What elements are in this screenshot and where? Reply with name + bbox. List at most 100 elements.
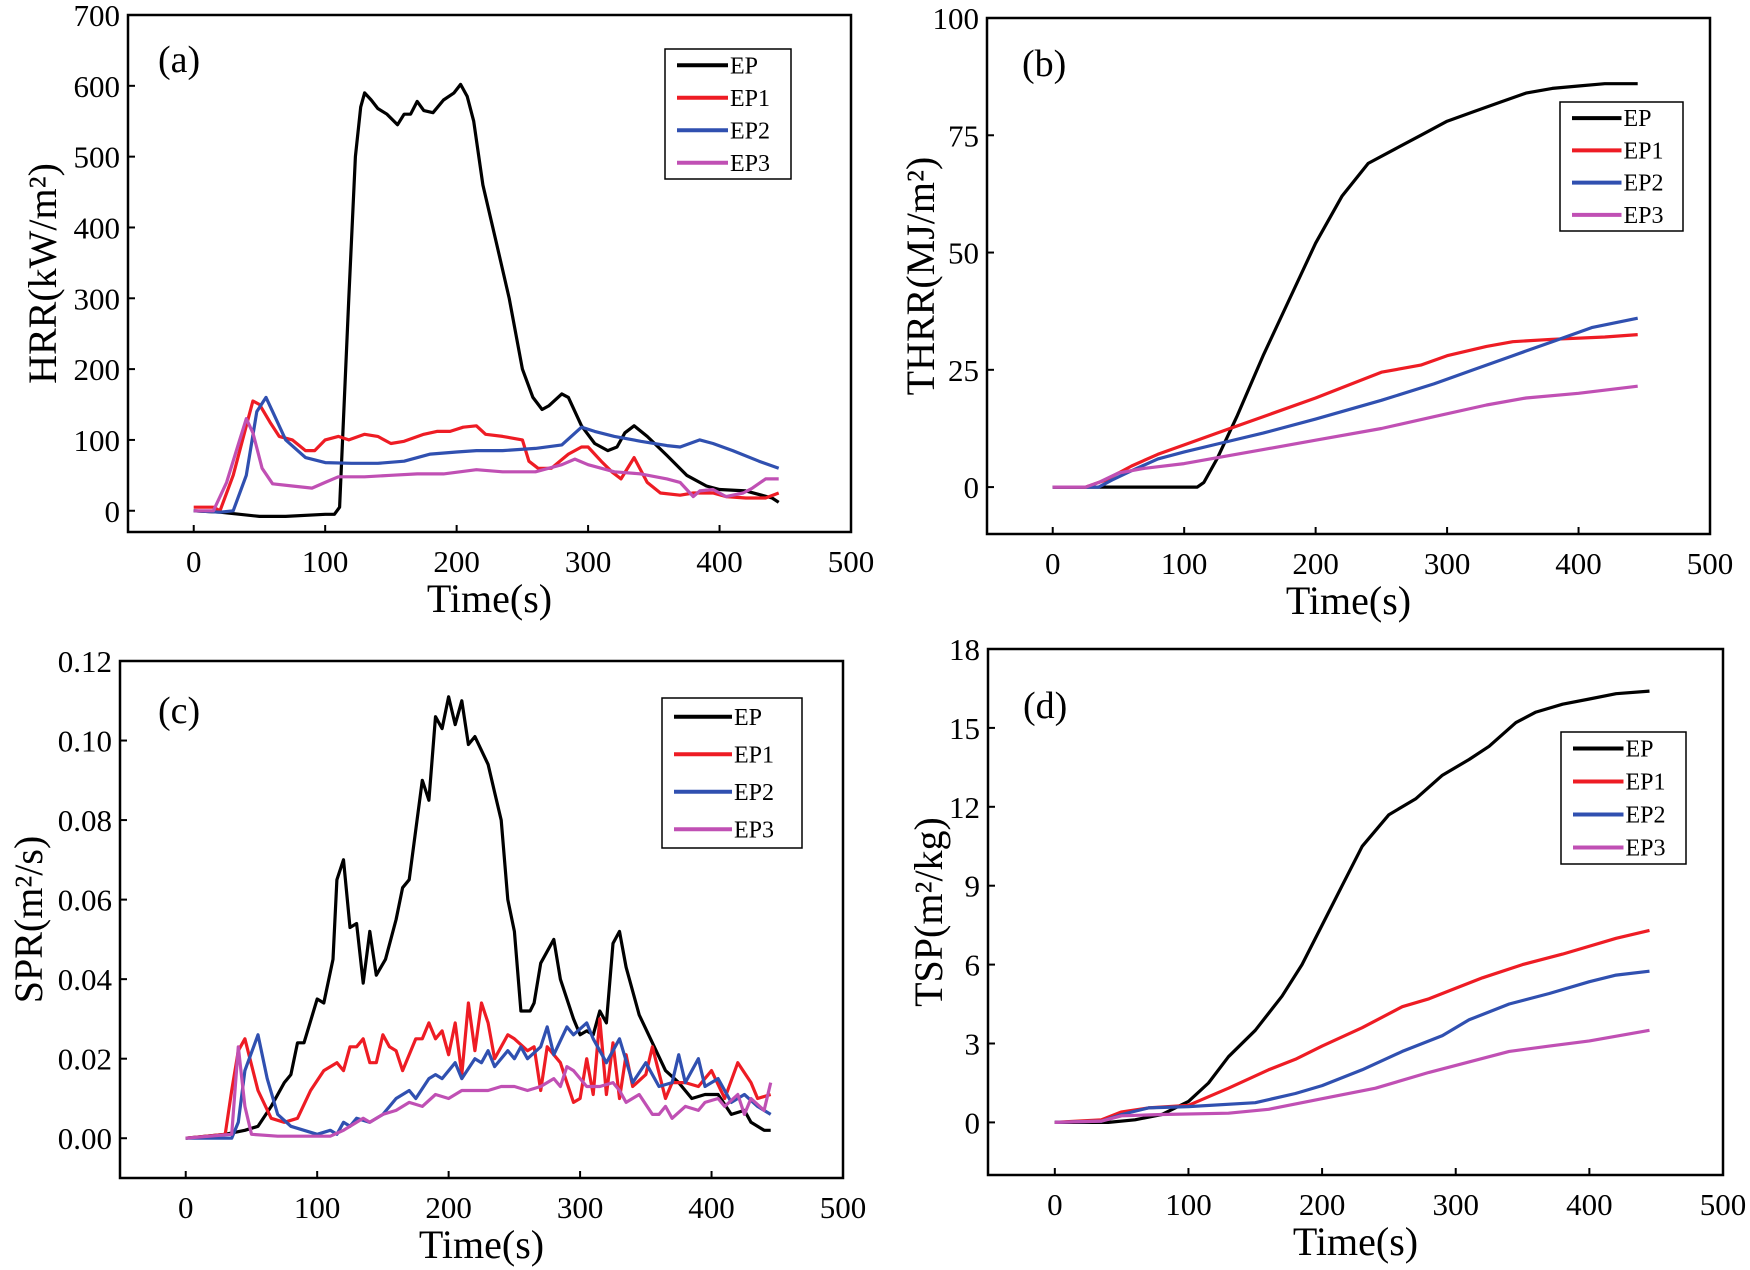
panel-label: (b) [1022,43,1066,85]
legend-label: EP2 [734,780,774,806]
x-axis-title: Time(s) [419,1222,544,1267]
y-tick-label: 12 [949,790,980,825]
y-axis-title: TSP(m²/kg) [906,817,951,1007]
legend-label: EP [730,53,758,79]
y-tick-label: 9 [965,869,981,904]
y-tick-label: 200 [74,352,121,387]
x-tick-label: 100 [1165,1187,1212,1222]
y-tick-label: 0.10 [58,724,112,759]
y-tick-label: 75 [948,118,979,153]
y-tick-label: 3 [965,1027,981,1062]
y-tick-label: 300 [74,281,121,316]
y-axis-title: HRR(kW/m²) [20,163,65,384]
series-line-ep2 [1052,316,1639,489]
legend: EP EP1 EP2 EP3 [661,697,803,849]
x-tick-label: 300 [1432,1187,1479,1222]
x-tick-label: 300 [1424,546,1471,581]
x-tick-label: 500 [1687,546,1734,581]
series-line-ep1 [193,399,780,513]
series-line-ep3 [193,417,779,513]
legend: EP EP1 EP2 EP3 [664,48,792,180]
x-tick-label: 0 [1045,546,1061,581]
chart-panel-b: 0 100 200 300 400 500 0 25 50 75 100 Time(s) THRR(MJ… [898,1,1733,623]
x-axis-title: Time(s) [1286,578,1411,623]
legend-box [661,697,803,849]
legend: EP EP1 EP2 EP3 [1559,101,1684,232]
series-line-ep [1054,689,1650,1124]
x-tick-label: 100 [1161,546,1208,581]
legend-label: EP1 [1624,138,1664,164]
x-tick-label: 200 [425,1190,472,1225]
chart-panel-c: 0 100 200 300 400 500 0.00 0.02 0.04 0.06 0.08 0.10… [6,644,866,1267]
series-line-ep3 [1052,384,1638,489]
y-tick-label: 0.00 [58,1121,112,1156]
x-tick-label: 0 [1047,1187,1063,1222]
series-line-ep2 [193,395,780,514]
x-tick-label: 500 [1700,1187,1747,1222]
plot-frame [126,13,853,534]
legend-label: EP [734,705,762,731]
legend-box [664,48,792,180]
panel-label: (a) [158,39,200,81]
x-tick-label: 0 [186,544,202,579]
plot-frame [985,16,1712,536]
x-tick-label: 0 [178,1190,194,1225]
x-tick-label: 400 [688,1190,735,1225]
y-tick-label: 18 [949,632,980,667]
y-tick-label: 0 [105,494,121,529]
y-tick-label: 100 [933,1,980,36]
y-tick-label: 0.12 [58,644,112,679]
y-axis-title: SPR(m²/s) [6,836,51,1004]
y-tick-label: 500 [74,140,121,175]
y-tick-label: 600 [74,69,121,104]
legend-label: EP2 [1624,171,1664,197]
series-line-ep [193,82,780,518]
y-tick-label: 0.02 [58,1042,112,1077]
legend-label: EP [1624,106,1652,132]
y-tick-label: 0.08 [58,803,112,838]
x-tick-label: 300 [557,1190,604,1225]
legend-label: EP3 [734,817,774,843]
x-tick-label: 200 [1292,546,1339,581]
chart-panel-d: 0 100 200 300 400 500 0 3 6 9 12 15 18 Time(s) TSP(m²/… [906,632,1746,1264]
x-tick-label: 400 [696,544,743,579]
series-line-ep3 [185,1045,773,1140]
y-tick-label: 0.04 [58,962,113,997]
legend-label: EP [1626,737,1654,763]
legend-box [1560,731,1687,865]
legend-label: EP1 [1626,770,1666,796]
series-line-ep [185,695,771,1140]
y-tick-label: 15 [949,711,980,746]
y-tick-label: 25 [948,353,979,388]
series-line-ep3 [1054,1028,1650,1124]
y-tick-label: 700 [74,0,121,33]
x-tick-label: 200 [1299,1187,1346,1222]
x-axis-title: Time(s) [1293,1219,1418,1264]
legend-label: EP2 [1626,803,1666,829]
legend-label: EP3 [1626,836,1666,862]
x-tick-label: 200 [433,544,480,579]
y-tick-label: 0 [965,1105,981,1140]
x-tick-label: 400 [1566,1187,1613,1222]
chart-panel-a: 0 100 200 300 400 500 0 100 200 300 400 500 600 700 Ti… [20,0,874,621]
plot-frame [986,647,1725,1177]
legend-label: EP1 [734,742,774,768]
plot-frame [118,659,845,1180]
legend-label: EP2 [730,118,770,144]
y-tick-label: 0 [964,470,980,505]
x-tick-label: 300 [565,544,612,579]
y-tick-label: 100 [74,423,121,458]
panel-label: (c) [158,690,200,732]
legend: EP EP1 EP2 EP3 [1560,731,1687,865]
series-line-ep [1052,82,1638,489]
series-line-ep2 [185,1021,772,1140]
legend-box [1559,101,1684,232]
x-tick-label: 100 [302,544,349,579]
y-tick-label: 6 [965,948,981,983]
legend-label: EP3 [730,151,770,177]
panel-label: (d) [1023,685,1067,727]
x-tick-label: 100 [294,1190,341,1225]
series-line-ep2 [1054,969,1650,1124]
x-tick-label: 500 [820,1190,867,1225]
